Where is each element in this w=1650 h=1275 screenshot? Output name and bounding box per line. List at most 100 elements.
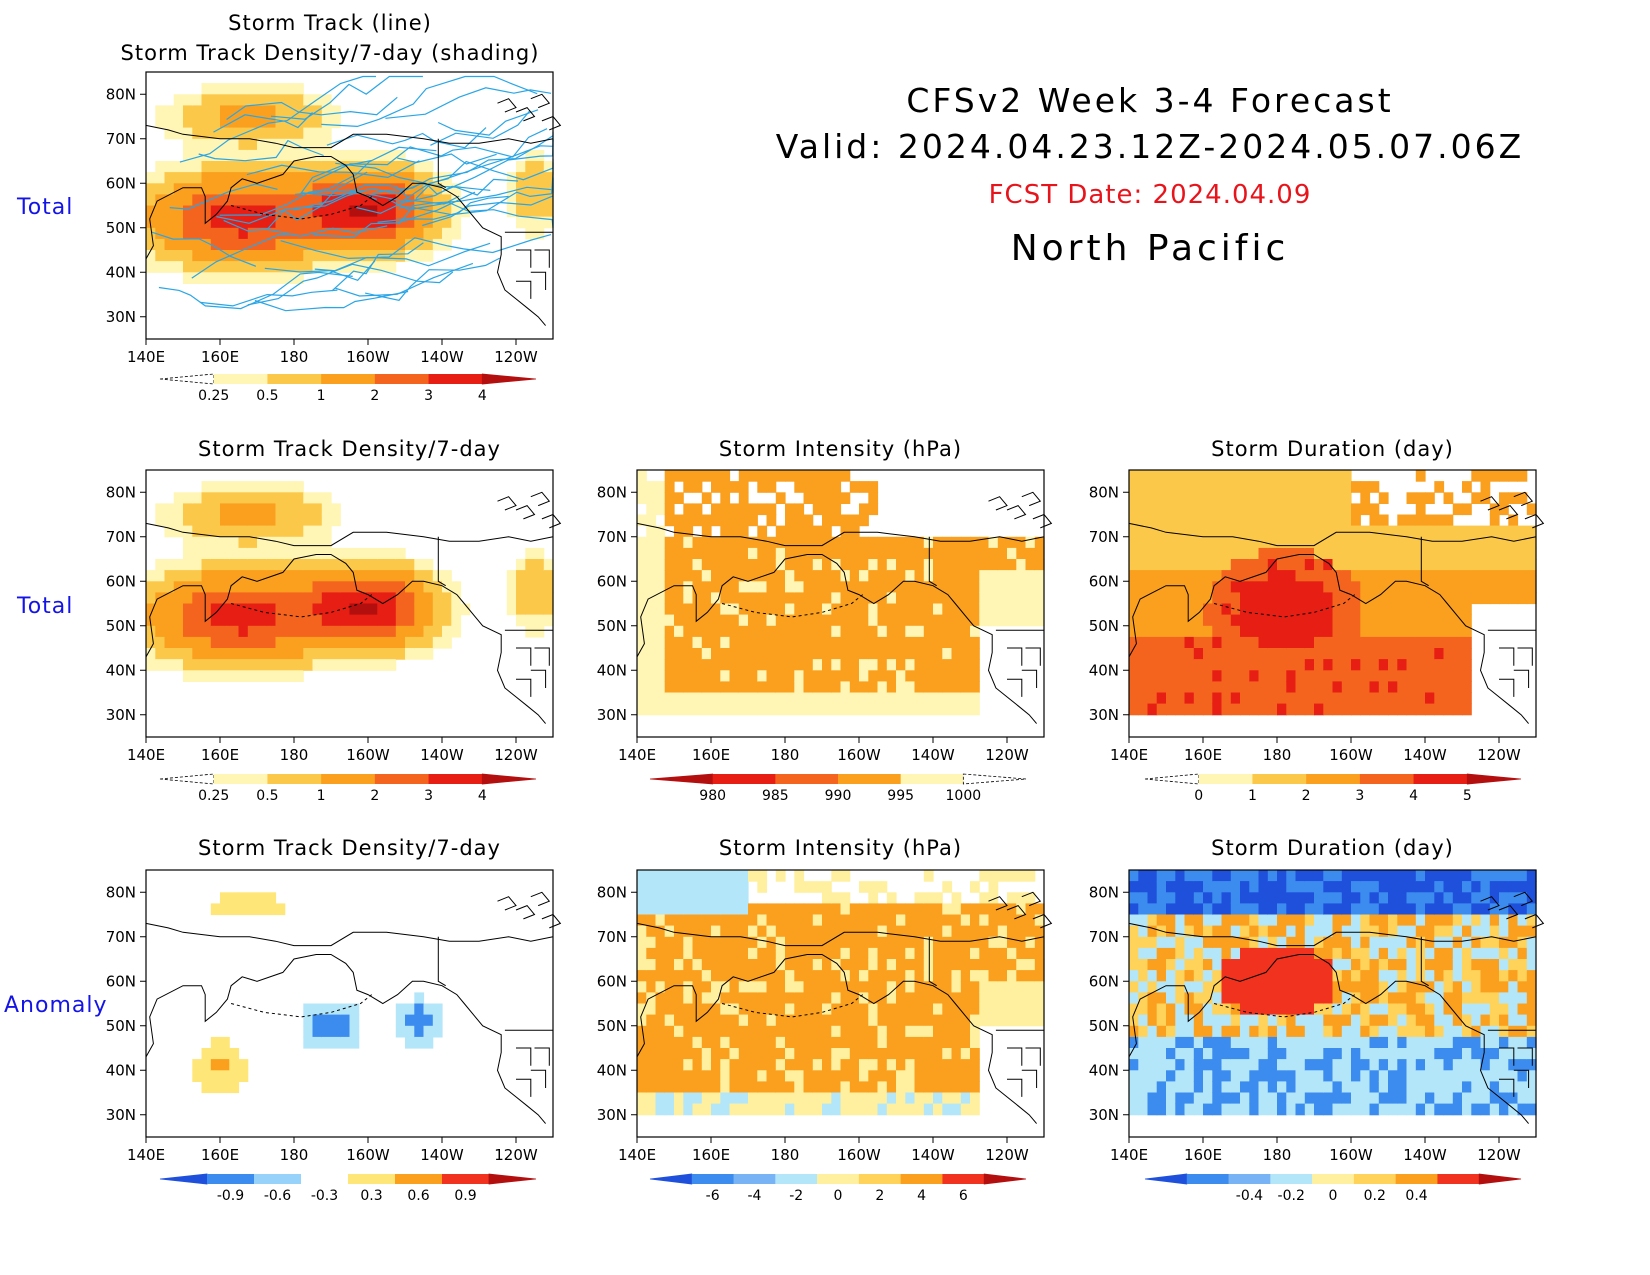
shaded-field: [1129, 870, 1537, 1116]
lon-tick-label: 180: [280, 746, 309, 764]
lat-tick-label: 60N: [597, 572, 627, 590]
coastlines: [145, 891, 562, 1124]
map-canvas: 80N 70N 60N 50N 40N 30N 140E 160E 180 160W 140W 120…: [106, 869, 562, 1164]
colorbar-segment: [395, 1174, 443, 1184]
lat-tick-label: 30N: [1089, 1106, 1119, 1124]
coastlines: [145, 491, 562, 724]
map-panel-density-anomaly: 80N 70N 60N 50N 40N 30N 140E 160E 180 160W 140W 120…: [106, 869, 562, 1164]
row-label-total-1: Total: [17, 195, 74, 220]
lat-tick-label: 50N: [597, 1017, 627, 1035]
colorbar-label: 2: [370, 388, 379, 404]
colorbar-label: 5: [1463, 788, 1472, 804]
lon-tick-label: 160E: [692, 746, 730, 764]
colorbar-label: 0.5: [256, 788, 278, 804]
map-frame: [145, 869, 554, 1138]
colorbar-segment: [1359, 774, 1415, 784]
lat-tick-label: 70N: [106, 130, 136, 148]
colorbar-segment: [1270, 1174, 1313, 1184]
lat-tick-label: 30N: [106, 706, 136, 724]
colorbar-intensity-total: 980 985 990 995 1000: [649, 772, 1030, 808]
lon-tick-label: 140W: [1403, 1146, 1447, 1164]
lon-tick-label: 120W: [1477, 1146, 1521, 1164]
lat-tick-label: 60N: [597, 972, 627, 990]
lat-tick-label: 50N: [597, 617, 627, 635]
panel-title-duration-total: Storm Duration (day): [1211, 437, 1454, 461]
colorbar-density-anomaly: -0.9 -0.6 -0.3 0.3 0.6 0.9: [159, 1172, 540, 1208]
colorbar-segment: [858, 1174, 902, 1184]
colorbar-segment: [481, 373, 537, 385]
colorbar-label: 0: [1329, 1188, 1338, 1204]
lon-tick-label: 140E: [127, 348, 165, 366]
colorbar-segment: [1306, 774, 1361, 784]
colorbar-segment: [442, 1174, 490, 1184]
colorbar-label: 1: [1248, 788, 1257, 804]
lat-tick-label: 70N: [597, 928, 627, 946]
colorbar-segment: [159, 373, 215, 385]
valid-period: Valid: 2024.04.23.12Z-2024.05.07.06Z: [775, 127, 1525, 166]
coastlines: [1128, 491, 1545, 724]
colorbar-label: 0.2: [1364, 1188, 1386, 1204]
colorbar-segment: [1413, 774, 1468, 784]
colorbar-segment: [817, 1174, 860, 1184]
colorbar-label: -0.6: [264, 1188, 291, 1204]
lat-tick-label: 50N: [1089, 617, 1119, 635]
map-panel-intensity-total: 80N 70N 60N 50N 40N 30N 140E 160E 180 160W 140W 120…: [597, 469, 1053, 764]
lon-tick-label: 160E: [201, 1146, 239, 1164]
colorbar: 980 985 990 995 1000: [649, 773, 1027, 804]
lat-tick-label: 80N: [597, 883, 627, 901]
colorbar-segment: [321, 374, 376, 384]
shaded-field: [192, 892, 443, 1094]
lon-tick-label: 180: [280, 348, 309, 366]
lat-tick-label: 70N: [106, 928, 136, 946]
colorbar: 0.25 0.5 1 2 3 4: [159, 373, 537, 404]
lon-tick-label: 120W: [494, 746, 538, 764]
colorbar-segment: [348, 1174, 396, 1184]
colorbar-label: -0.4: [1236, 1188, 1263, 1204]
colorbar-label: 4: [1409, 788, 1418, 804]
colorbar-segment: [374, 374, 430, 384]
colorbar: 0 1 2 3 4 5: [1144, 773, 1522, 804]
colorbar-label: 985: [762, 788, 789, 804]
colorbar-label: 0: [1194, 788, 1203, 804]
lat-tick-label: 40N: [597, 1061, 627, 1079]
colorbar-label: 0.5: [256, 388, 278, 404]
colorbar-segment: [838, 774, 902, 784]
colorbar-segment: [1395, 1174, 1438, 1184]
lat-tick-label: 40N: [106, 661, 136, 679]
panel-title-line2: Storm Track Density/7-day (shading): [120, 41, 540, 65]
lon-tick-label: 140W: [420, 746, 464, 764]
lon-tick-label: 180: [280, 1146, 309, 1164]
colorbar-segment: [733, 1174, 776, 1184]
colorbar-label: 1: [317, 788, 326, 804]
colorbar-segment: [712, 774, 776, 784]
colorbar-segment: [775, 774, 839, 784]
lon-tick-label: 160E: [1184, 1146, 1222, 1164]
storm-track-lines: [151, 75, 554, 312]
lon-tick-label: 160E: [692, 1146, 730, 1164]
colorbar-segment: [428, 774, 483, 784]
map-frame: [145, 71, 554, 340]
colorbar-duration-total: 0 1 2 3 4 5: [1144, 772, 1525, 808]
lat-tick-label: 60N: [106, 174, 136, 192]
colorbar-density-total: 0.25 0.5 1 2 3 4: [159, 372, 540, 408]
colorbar-segment: [1466, 773, 1522, 785]
map-frame: [636, 869, 1045, 1138]
map-frame: [145, 469, 554, 738]
colorbar-segment: [1353, 1174, 1397, 1184]
colorbar: 0.25 0.5 1 2 3 4: [159, 773, 537, 804]
lat-tick-label: 40N: [1089, 1061, 1119, 1079]
lon-tick-label: 160E: [1184, 746, 1222, 764]
colorbar-label: 6: [959, 1188, 968, 1204]
lat-tick-label: 50N: [106, 617, 136, 635]
coastlines: [636, 891, 1053, 1124]
lat-tick-label: 60N: [106, 972, 136, 990]
map-canvas: 80N 70N 60N 50N 40N 30N 140E 160E 180 160W 140W 120…: [106, 71, 562, 366]
lon-tick-label: 140W: [1403, 746, 1447, 764]
panel-title-intensity-anomaly: Storm Intensity (hPa): [718, 836, 963, 860]
colorbar-segment: [1252, 774, 1307, 784]
colorbar-label: 990: [825, 788, 852, 804]
colorbar-label: -0.9: [217, 1188, 244, 1204]
coastlines: [1128, 891, 1545, 1124]
colorbar-segment: [1186, 1174, 1230, 1184]
colorbar-label: 995: [887, 788, 914, 804]
